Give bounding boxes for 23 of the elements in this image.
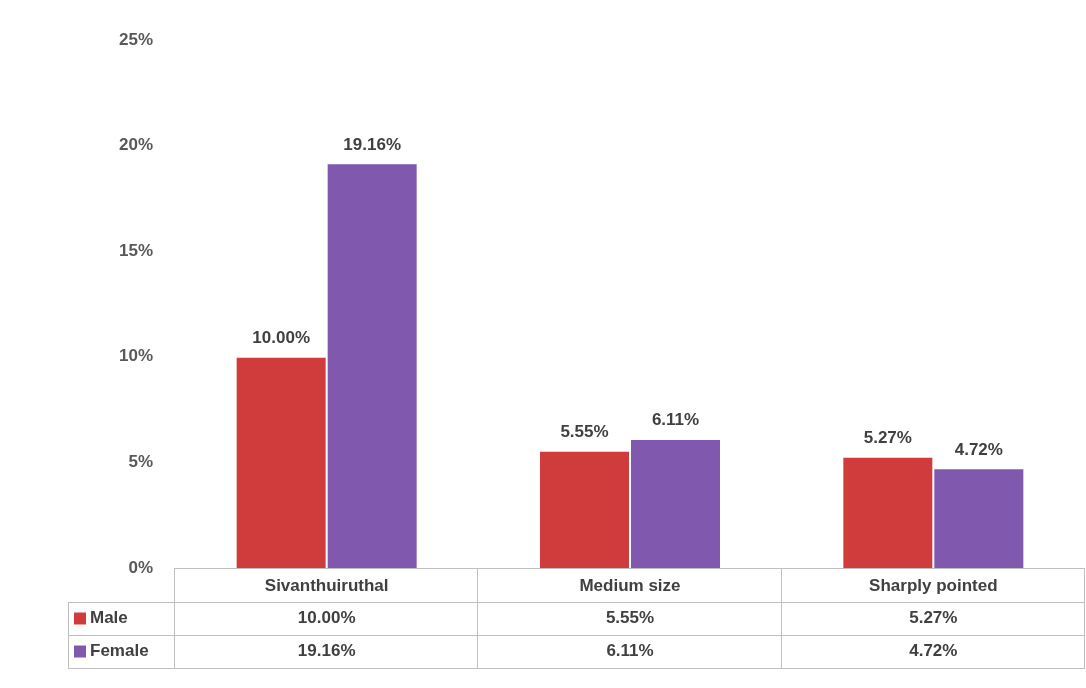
y-tick-label: 10% xyxy=(118,346,153,366)
y-tick-label: 25% xyxy=(118,29,153,49)
data-label: 4.72% xyxy=(909,641,958,661)
y-tick-label: 15% xyxy=(118,240,153,260)
data-label: 19.16% xyxy=(297,641,356,661)
data-label: 5.27% xyxy=(909,608,958,628)
legend-label: Male xyxy=(90,608,128,628)
text: 19.16% xyxy=(343,134,401,154)
text: 4.72% xyxy=(954,439,1003,459)
data-label: 10.00% xyxy=(297,608,356,628)
data-label: 6.11% xyxy=(606,641,654,661)
text: 5.27% xyxy=(863,427,912,447)
text: 6.11% xyxy=(651,410,700,430)
x-tick-label: Sivanthuiruthal xyxy=(264,575,389,595)
y-tick-label: 5% xyxy=(128,452,153,472)
legend-label: Female xyxy=(90,641,149,661)
text: 5.55% xyxy=(560,421,609,441)
y-tick-label: 0% xyxy=(128,557,153,577)
data-label: 5.55% xyxy=(605,608,655,628)
x-tick-label: Sharply pointed xyxy=(869,575,998,595)
text: 10.00% xyxy=(252,327,310,347)
x-tick-label: Medium size xyxy=(579,575,681,595)
y-tick-label: 20% xyxy=(118,135,153,155)
